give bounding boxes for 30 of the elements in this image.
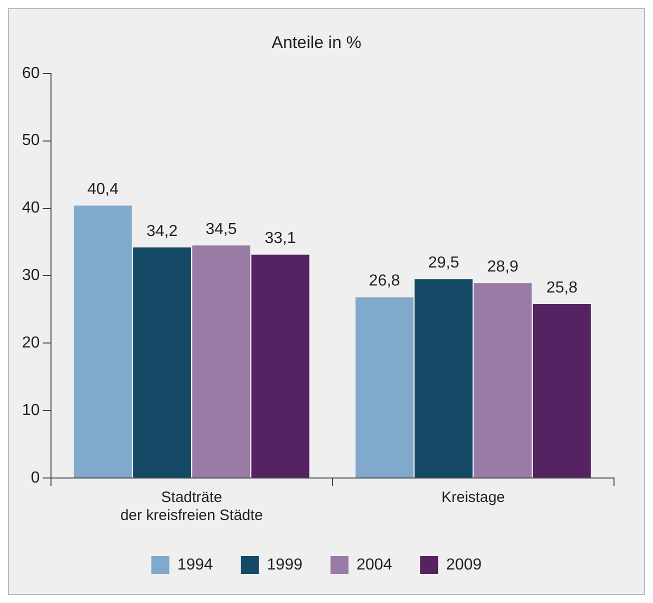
legend-label: 2004 xyxy=(356,556,392,574)
data-label: 34,5 xyxy=(206,220,237,238)
y-tick-label: 60 xyxy=(22,64,40,82)
y-tick-label: 10 xyxy=(22,402,40,419)
data-label: 33,1 xyxy=(264,230,296,248)
data-label: 28,9 xyxy=(487,258,518,276)
y-tick-label: 30 xyxy=(22,267,40,284)
data-label: 40,4 xyxy=(87,180,119,198)
data-label: 25,8 xyxy=(546,279,578,296)
bar xyxy=(192,245,250,478)
chart-title: Anteile in % xyxy=(272,32,362,52)
bar xyxy=(414,279,473,478)
legend-label: 2009 xyxy=(446,556,482,574)
data-label: 26,8 xyxy=(368,272,400,290)
bar xyxy=(74,206,132,478)
legend-label: 1999 xyxy=(266,556,303,574)
bar xyxy=(251,254,310,478)
bar xyxy=(532,304,591,478)
bar xyxy=(474,283,532,478)
y-tick-label: 20 xyxy=(22,334,40,352)
data-label: 34,2 xyxy=(146,222,178,240)
y-tick-label: 50 xyxy=(22,132,40,150)
bar xyxy=(356,297,414,478)
legend-label: 1994 xyxy=(177,556,214,574)
x-tick-label: Kreistage xyxy=(442,489,505,506)
data-label: 29,5 xyxy=(428,254,460,272)
y-tick-label: 0 xyxy=(30,469,40,486)
y-tick-label: 40 xyxy=(22,200,40,217)
bar xyxy=(133,247,192,478)
x-tick-label: Stadträte der kreisfreien Städte xyxy=(120,489,263,524)
